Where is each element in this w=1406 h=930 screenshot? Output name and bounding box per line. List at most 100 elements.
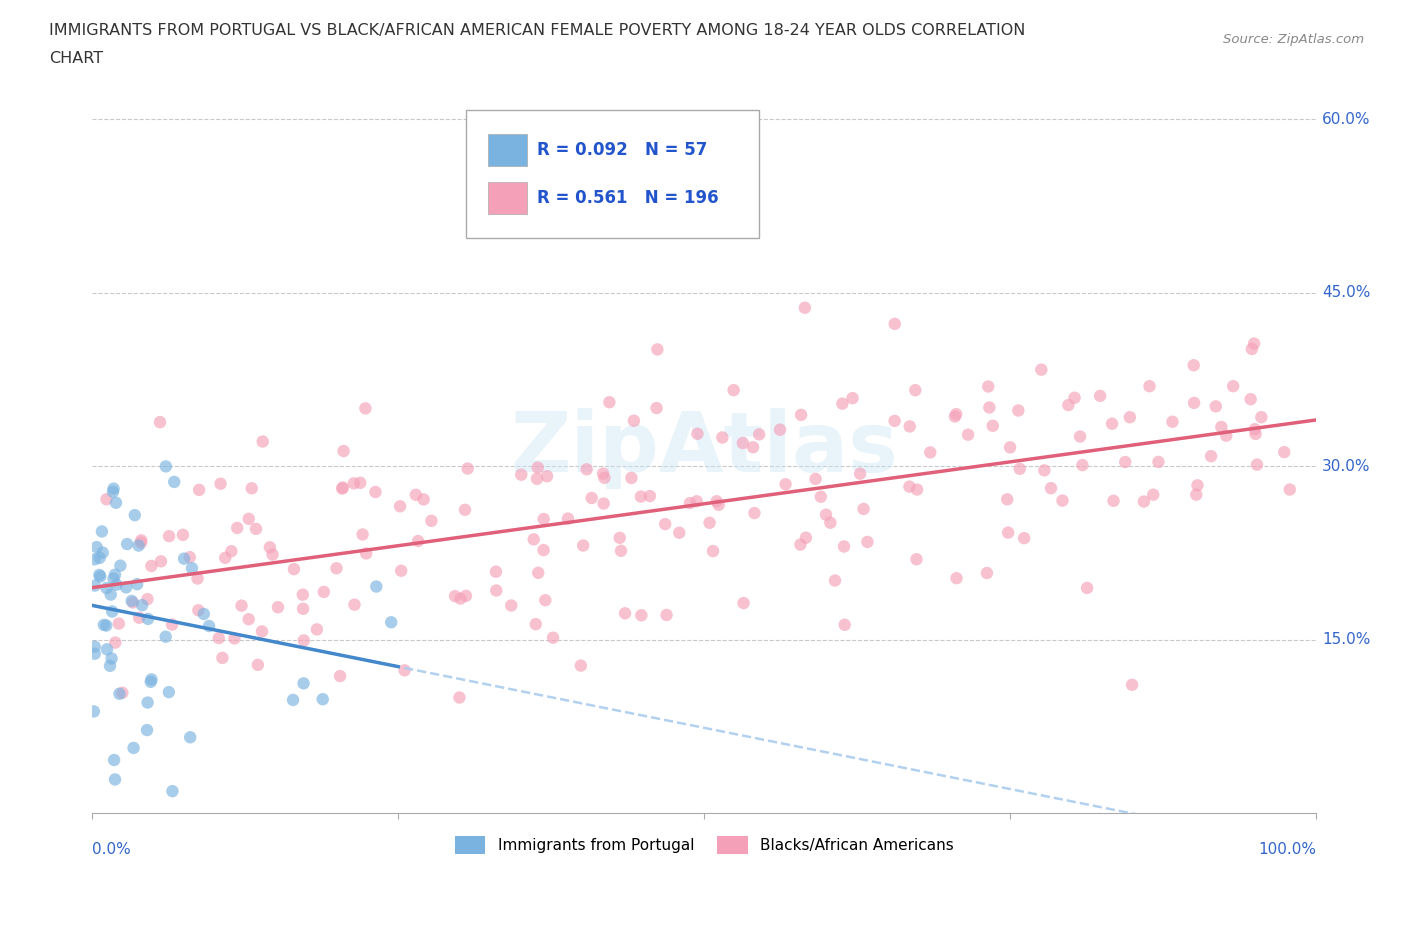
Point	[332, 480, 354, 495]
Point	[231, 598, 253, 613]
Point	[645, 401, 668, 416]
Point	[1278, 482, 1301, 497]
Text: 15.0%: 15.0%	[1322, 632, 1371, 647]
Point	[141, 559, 163, 574]
Point	[592, 466, 614, 481]
Point	[103, 571, 125, 586]
Point	[1139, 379, 1161, 393]
Point	[188, 483, 211, 498]
Point	[979, 400, 1001, 415]
Point	[454, 589, 477, 604]
Point	[1040, 481, 1063, 496]
Point	[883, 414, 905, 429]
Point	[83, 646, 105, 661]
Point	[389, 564, 412, 578]
Point	[744, 506, 766, 521]
Text: 45.0%: 45.0%	[1322, 286, 1371, 300]
Point	[155, 630, 177, 644]
Point	[101, 485, 124, 499]
Point	[104, 772, 127, 787]
Point	[86, 539, 108, 554]
Point	[898, 419, 921, 434]
Point	[610, 543, 633, 558]
Point	[100, 651, 122, 666]
Point	[108, 686, 131, 701]
Point	[163, 474, 186, 489]
Point	[198, 618, 221, 633]
Point	[534, 592, 557, 607]
Point	[89, 567, 111, 582]
Point	[281, 693, 304, 708]
Point	[1033, 463, 1056, 478]
Point	[412, 492, 434, 507]
Point	[832, 539, 855, 554]
Point	[124, 508, 146, 523]
Point	[1133, 494, 1156, 509]
Point	[981, 418, 1004, 433]
Point	[366, 579, 388, 594]
Text: CHART: CHART	[49, 51, 103, 66]
Point	[454, 502, 477, 517]
Point	[581, 490, 603, 505]
Point	[647, 342, 669, 357]
Point	[1114, 455, 1136, 470]
Point	[1088, 389, 1111, 404]
Point	[1199, 449, 1222, 464]
Point	[1121, 677, 1143, 692]
Point	[533, 542, 555, 557]
Point	[769, 422, 792, 437]
Point	[83, 704, 105, 719]
Point	[98, 658, 121, 673]
Point	[609, 530, 631, 545]
Point	[141, 672, 163, 687]
Point	[457, 461, 479, 476]
Point	[995, 492, 1018, 507]
Point	[211, 650, 233, 665]
Point	[527, 565, 550, 580]
Point	[131, 598, 153, 613]
Point	[1272, 445, 1295, 459]
Point	[815, 507, 838, 522]
Point	[1215, 428, 1237, 443]
Point	[160, 618, 183, 632]
Text: Source: ZipAtlas.com: Source: ZipAtlas.com	[1223, 33, 1364, 46]
Point	[686, 426, 709, 441]
Point	[527, 460, 550, 475]
Point	[221, 544, 243, 559]
Point	[444, 589, 467, 604]
Point	[679, 496, 702, 511]
Point	[883, 316, 905, 331]
FancyBboxPatch shape	[488, 181, 527, 214]
Point	[291, 587, 314, 602]
Point	[250, 624, 273, 639]
Point	[267, 600, 290, 615]
Point	[214, 551, 236, 565]
Point	[1246, 458, 1268, 472]
Point	[898, 479, 921, 494]
Point	[945, 571, 967, 586]
Point	[262, 547, 284, 562]
Point	[1244, 427, 1267, 442]
Point	[181, 561, 204, 576]
Point	[312, 692, 335, 707]
Point	[292, 602, 315, 617]
Point	[157, 529, 180, 544]
Point	[104, 567, 127, 582]
Text: 30.0%: 30.0%	[1322, 458, 1371, 473]
Point	[1185, 487, 1208, 502]
Point	[96, 618, 118, 633]
Point	[1147, 455, 1170, 470]
Point	[1008, 461, 1031, 476]
Point	[259, 540, 281, 555]
Point	[111, 685, 134, 700]
Point	[115, 580, 138, 595]
Point	[998, 440, 1021, 455]
Point	[89, 569, 111, 584]
Point	[1071, 458, 1094, 472]
Point	[997, 525, 1019, 540]
Text: R = 0.561   N = 196: R = 0.561 N = 196	[537, 189, 718, 206]
Point	[104, 635, 127, 650]
Point	[1063, 391, 1085, 405]
Point	[1222, 379, 1244, 393]
Point	[83, 639, 105, 654]
